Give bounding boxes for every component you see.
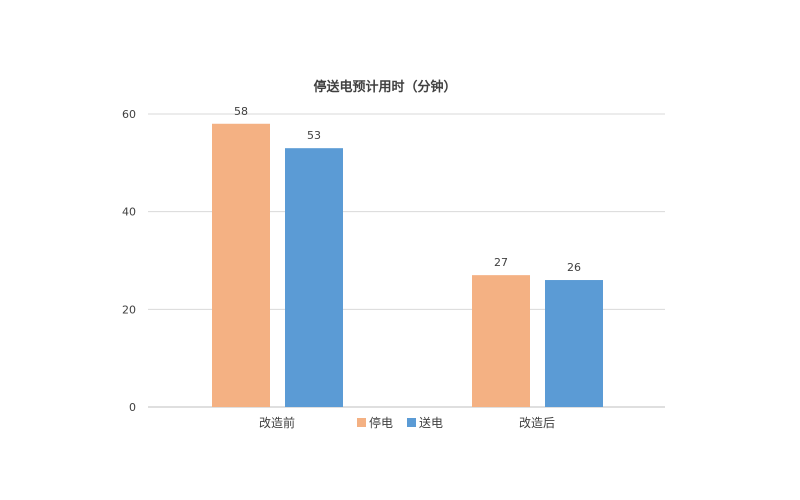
data-labels: 58 27 53 26 <box>234 105 581 274</box>
x-category-label: 改造前 <box>259 415 295 430</box>
data-label: 26 <box>567 261 581 274</box>
data-label: 27 <box>494 256 508 269</box>
x-axis-categories: 改造前 改造后 <box>259 415 555 430</box>
bar <box>472 275 530 407</box>
data-label: 53 <box>307 129 321 142</box>
bars <box>212 123 603 408</box>
legend-swatch <box>407 418 416 427</box>
y-tick-label: 40 <box>122 206 136 219</box>
bar <box>212 123 270 408</box>
data-label: 58 <box>234 105 248 118</box>
y-tick-label: 60 <box>122 108 136 121</box>
x-category-label: 改造后 <box>519 416 555 430</box>
y-axis-ticks: 0 20 40 60 <box>122 108 136 414</box>
legend-label: 送电 <box>419 415 443 430</box>
bar <box>545 280 603 407</box>
bar <box>285 148 343 407</box>
y-tick-label: 20 <box>122 303 136 316</box>
legend-label: 停电 <box>369 415 393 430</box>
y-tick-label: 0 <box>129 401 136 414</box>
legend-swatch <box>357 418 366 427</box>
chart-title: 停送电预计用时（分钟） <box>313 79 456 95</box>
legend: 停电 送电 <box>357 415 443 430</box>
